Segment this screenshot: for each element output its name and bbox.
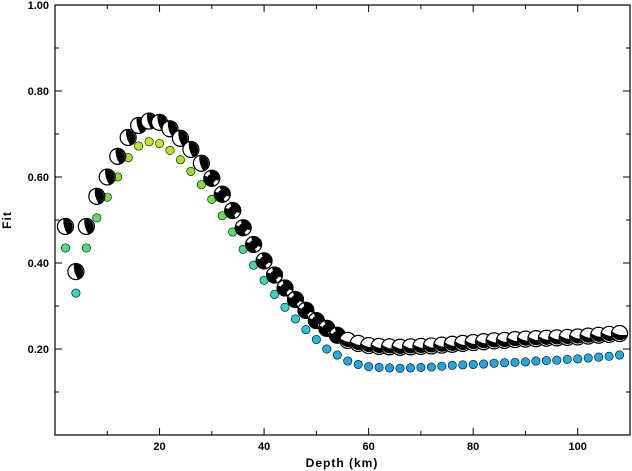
small-dot-point	[583, 353, 593, 363]
beachball-point	[88, 187, 106, 205]
small-dot-point	[71, 288, 81, 298]
small-dot-point	[311, 335, 321, 345]
beachball-point	[276, 279, 294, 297]
small-dot-point	[175, 155, 185, 165]
beachball-point	[171, 129, 190, 147]
y-tick-label: 0.40	[28, 258, 49, 270]
beachball-point	[610, 324, 629, 343]
plot-frame	[54, 4, 631, 436]
small-dot-point	[196, 180, 206, 190]
small-dot-point	[447, 360, 457, 370]
small-dot-point	[301, 325, 311, 335]
small-dot-point	[594, 352, 604, 362]
small-dot-point	[81, 243, 91, 253]
beachball-point	[255, 252, 273, 270]
beachball-point	[307, 312, 325, 330]
small-dot-point	[322, 344, 332, 354]
small-dot-series	[60, 137, 625, 373]
beachball-point	[192, 154, 210, 172]
beachball-point	[245, 235, 263, 254]
x-tick-label: 20	[153, 441, 165, 453]
small-dot-point	[615, 350, 625, 360]
axis-ticks: 20 40 60 80 100 0.20 0.40 0.60 0.80 1.00	[28, 0, 630, 453]
small-dot-point	[343, 356, 353, 366]
beachball-point	[109, 147, 127, 165]
small-dot-point	[510, 357, 520, 367]
small-dot-point	[155, 138, 165, 148]
beachball-point	[182, 140, 200, 159]
y-tick-label: 0.60	[28, 172, 49, 184]
beachball-point	[213, 185, 231, 203]
small-dot-point	[573, 354, 583, 364]
small-dot-point	[60, 243, 70, 253]
small-dot-point	[416, 362, 426, 372]
beachball-series	[56, 112, 629, 356]
x-tick-label: 100	[569, 441, 587, 453]
y-tick-label: 0.80	[28, 86, 49, 98]
small-dot-point	[437, 361, 447, 371]
beachball-point	[203, 169, 221, 187]
small-dot-point	[541, 356, 551, 366]
small-dot-point	[426, 362, 436, 372]
y-tick-label: 0.20	[28, 344, 49, 356]
small-dot-point	[458, 360, 468, 370]
beachball-point	[56, 217, 75, 235]
x-tick-label: 40	[258, 441, 270, 453]
small-dot-point	[405, 363, 415, 373]
y-tick-label: 1.00	[28, 0, 49, 12]
small-dot-point	[468, 359, 478, 369]
small-dot-point	[520, 357, 530, 367]
small-dot-point	[374, 362, 384, 372]
small-dot-point	[144, 137, 154, 147]
beachball-point	[98, 168, 116, 186]
beachball-point	[265, 266, 284, 284]
small-dot-point	[92, 213, 102, 223]
small-dot-point	[290, 314, 300, 324]
beachball-point	[297, 301, 315, 319]
small-dot-point	[270, 289, 280, 299]
beachball-point	[234, 219, 252, 237]
small-dot-point	[364, 362, 374, 372]
small-dot-point	[562, 354, 572, 364]
small-dot-point	[332, 350, 342, 360]
small-dot-point	[280, 302, 290, 312]
small-dot-point	[134, 141, 144, 151]
x-tick-label: 80	[467, 441, 479, 453]
small-dot-point	[395, 363, 405, 373]
x-tick-label: 60	[363, 441, 375, 453]
small-dot-point	[500, 358, 510, 368]
y-axis-label: Fit	[0, 211, 14, 229]
small-dot-point	[479, 359, 489, 369]
small-dot-point	[531, 356, 541, 366]
beachball-point	[224, 201, 242, 220]
beachball-point	[119, 128, 137, 146]
beachball-point	[67, 263, 85, 281]
beachball-point	[77, 217, 95, 235]
small-dot-point	[552, 355, 562, 365]
small-dot-point	[186, 166, 196, 176]
small-dot-point	[165, 145, 175, 155]
small-dot-point	[604, 351, 614, 361]
beachball-point	[286, 290, 305, 309]
small-dot-point	[489, 358, 499, 368]
small-dot-point	[385, 363, 395, 373]
small-dot-point	[353, 359, 363, 369]
x-axis-label: Depth (km)	[306, 456, 379, 470]
